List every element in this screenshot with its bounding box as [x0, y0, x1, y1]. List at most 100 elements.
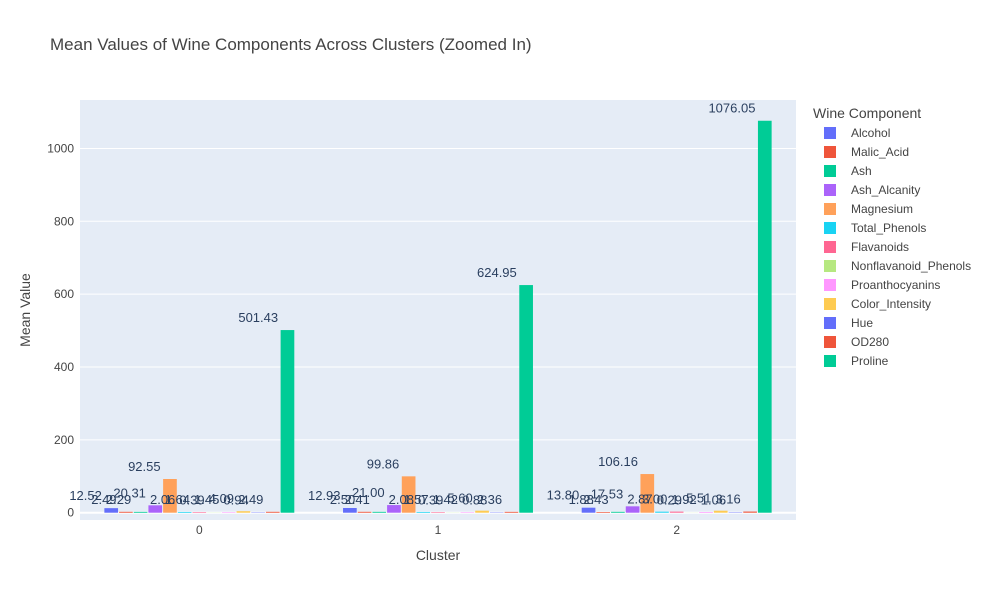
- data-label: 2.29: [106, 492, 131, 507]
- legend-swatch[interactable]: [824, 203, 836, 215]
- data-label: 12.52: [69, 488, 102, 503]
- legend-swatch[interactable]: [824, 241, 836, 253]
- data-label: 2.41: [345, 492, 370, 507]
- bar-color-intensity[interactable]: [475, 510, 489, 513]
- bar-ash[interactable]: [611, 511, 625, 513]
- legend-item-label[interactable]: OD280: [851, 335, 889, 349]
- data-label: 13.80: [547, 488, 580, 503]
- legend-item-label[interactable]: Ash_Alcanity: [851, 183, 920, 197]
- data-label: 1.45: [194, 492, 219, 507]
- bar-alcohol[interactable]: [581, 507, 596, 513]
- legend-swatch[interactable]: [824, 184, 836, 196]
- legend-swatch[interactable]: [824, 127, 836, 139]
- legend-item-label[interactable]: Total_Phenols: [851, 221, 926, 235]
- data-label: 0.29: [657, 493, 682, 508]
- bar-color-intensity[interactable]: [236, 511, 251, 513]
- y-tick-label: 1000: [47, 141, 74, 155]
- bar-color-intensity[interactable]: [713, 510, 728, 513]
- legend-item-label[interactable]: Proline: [851, 354, 889, 368]
- legend-items[interactable]: Alcohol Malic_Acid Ash Ash_Alcanity Magnesiu…: [824, 126, 971, 368]
- bar-flavanoids[interactable]: [192, 512, 207, 513]
- y-axis-title: Mean Value: [17, 273, 33, 347]
- data-label: 1.57: [403, 492, 428, 507]
- bar-ash[interactable]: [133, 511, 148, 513]
- data-label: 106.16: [598, 454, 638, 469]
- legend-item-label[interactable]: Magnesium: [851, 202, 913, 216]
- legend-item-label[interactable]: Alcohol: [851, 126, 890, 140]
- data-label: 1.88: [569, 492, 594, 507]
- y-tick-label: 800: [54, 214, 74, 228]
- bar-od280[interactable]: [743, 511, 757, 513]
- bar-magnesium[interactable]: [401, 476, 416, 513]
- data-label: 0.39: [418, 493, 443, 508]
- data-label: 0.94: [223, 492, 248, 507]
- legend-swatch[interactable]: [824, 317, 836, 329]
- bar-alcohol[interactable]: [104, 508, 119, 513]
- bar-alcohol[interactable]: [343, 508, 357, 513]
- bar-malic-acid[interactable]: [357, 511, 372, 513]
- legend-item-label[interactable]: Color_Intensity: [851, 297, 931, 311]
- legend-item-label[interactable]: Flavanoids: [851, 240, 909, 254]
- data-label: 92.55: [128, 459, 161, 474]
- x-tick-label: 1: [435, 523, 442, 537]
- bar-proline[interactable]: [280, 330, 295, 513]
- bar-flavanoids[interactable]: [669, 511, 684, 513]
- bar-malic-acid[interactable]: [119, 511, 133, 513]
- data-label: 1.42: [433, 492, 458, 507]
- data-label: 0.88: [462, 492, 487, 507]
- bar-proanthocyanins[interactable]: [699, 512, 713, 513]
- y-tick-label: 200: [54, 433, 74, 447]
- bar-magnesium[interactable]: [163, 479, 177, 513]
- legend-swatch[interactable]: [824, 279, 836, 291]
- legend-swatch[interactable]: [824, 146, 836, 158]
- data-label: 2.49: [238, 492, 263, 507]
- legend-item-label[interactable]: Malic_Acid: [851, 145, 909, 159]
- data-label: 1.92: [671, 492, 696, 507]
- y-tick-label: 600: [54, 287, 74, 301]
- data-label: 3.16: [715, 492, 740, 507]
- y-tick-label: 400: [54, 360, 74, 374]
- legend-swatch[interactable]: [824, 298, 836, 310]
- bar-od280[interactable]: [265, 511, 280, 513]
- legend-swatch[interactable]: [824, 165, 836, 177]
- legend-swatch[interactable]: [824, 260, 836, 272]
- bars[interactable]: [104, 120, 772, 513]
- bar-ash-alcanity[interactable]: [148, 505, 163, 513]
- x-tick-labels: 0 1 2: [196, 523, 680, 537]
- bar-total-phenols[interactable]: [177, 511, 192, 513]
- data-label: 21.00: [352, 485, 385, 500]
- data-label: 1.64: [165, 492, 190, 507]
- data-label: 12.93: [308, 488, 341, 503]
- bar-ash[interactable]: [372, 511, 387, 513]
- bar-ash-alcanity[interactable]: [387, 505, 401, 513]
- x-tick-label: 0: [196, 523, 203, 537]
- bar-total-phenols[interactable]: [655, 511, 669, 513]
- bar-proanthocyanins[interactable]: [221, 512, 236, 513]
- legend-item-label[interactable]: Hue: [851, 316, 873, 330]
- data-label: 99.86: [367, 456, 400, 471]
- data-label: 2.49: [91, 492, 116, 507]
- x-tick-label: 2: [673, 523, 680, 537]
- bar-od280[interactable]: [504, 511, 519, 513]
- bar-proanthocyanins[interactable]: [460, 512, 475, 513]
- legend[interactable]: Wine Component Alcohol Malic_Acid Ash Ash_A…: [813, 105, 971, 368]
- bar-proline[interactable]: [757, 120, 772, 513]
- bar-magnesium[interactable]: [640, 474, 655, 513]
- bar-total-phenols[interactable]: [416, 511, 431, 513]
- bar-flavanoids[interactable]: [431, 512, 445, 513]
- legend-item-label[interactable]: Nonflavanoid_Phenols: [851, 259, 971, 273]
- legend-item-label[interactable]: Ash: [851, 164, 872, 178]
- legend-swatch[interactable]: [824, 355, 836, 367]
- bar-proline[interactable]: [519, 285, 533, 513]
- data-label: 0.39: [179, 493, 204, 508]
- legend-swatch[interactable]: [824, 336, 836, 348]
- legend-swatch[interactable]: [824, 222, 836, 234]
- x-axis-title: Cluster: [416, 547, 461, 563]
- data-label: 2.08: [389, 492, 414, 507]
- legend-item-label[interactable]: Proanthocyanins: [851, 278, 940, 292]
- data-label: 1.06: [701, 492, 726, 507]
- bar-ash-alcanity[interactable]: [625, 506, 640, 513]
- data-label: 2.43: [583, 492, 608, 507]
- bar-malic-acid[interactable]: [596, 512, 611, 513]
